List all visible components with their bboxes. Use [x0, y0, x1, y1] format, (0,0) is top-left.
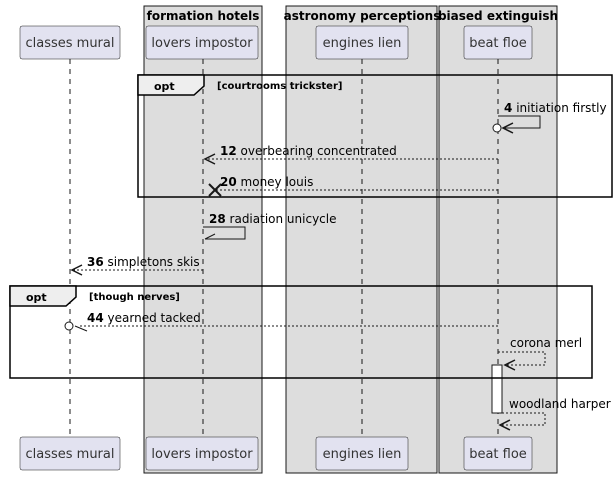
opt-fragment-though-nerves: opt [though nerves]	[9, 285, 593, 379]
opt-condition: [courtrooms trickster]	[217, 81, 342, 92]
participant-classes-mural-bottom[interactable]: classes mural	[19, 436, 121, 471]
message-20-money-louis: 20 money louis	[208, 175, 498, 197]
participant-label: classes mural	[25, 36, 114, 51]
activation-bar	[491, 364, 503, 414]
message-woodland-harper: woodland harper	[498, 397, 611, 431]
message-label: woodland harper	[509, 397, 611, 411]
participant-label: lovers impostor	[151, 447, 253, 462]
message-44-yearned-tacked: 44 yearned tacked	[64, 311, 498, 332]
opt-keyword: opt	[154, 80, 175, 93]
message-label: 28 radiation unicycle	[209, 212, 336, 226]
participant-label: classes mural	[25, 447, 114, 462]
message-label: 12 overbearing concentrated	[220, 144, 397, 158]
participant-label: beat floe	[469, 36, 527, 51]
participant-engines-lien-bottom[interactable]: engines lien	[315, 436, 409, 471]
participant-lovers-impostor-bottom[interactable]: lovers impostor	[145, 436, 259, 471]
group-astronomy-perceptions-title: astronomy perceptions	[284, 9, 441, 23]
message-12-overbearing-concentrated: 12 overbearing concentrated	[203, 144, 498, 165]
participant-lovers-impostor-top[interactable]: lovers impostor	[145, 25, 259, 60]
participant-beat-floe-bottom[interactable]: beat floe	[463, 436, 533, 471]
message-28-radiation-unicycle: 28 radiation unicycle	[203, 212, 336, 240]
opt-keyword: opt	[26, 291, 47, 304]
participant-label: engines lien	[323, 447, 402, 462]
group-biased-extinguish-title: biased extinguish	[438, 9, 558, 23]
participant-label: lovers impostor	[151, 36, 253, 51]
message-4-initiation-firstly: 4 initiation firstly	[492, 101, 607, 134]
participant-engines-lien-top[interactable]: engines lien	[315, 25, 409, 60]
participant-label: engines lien	[323, 36, 402, 51]
opt-condition: [though nerves]	[89, 292, 180, 303]
message-label: 4 initiation firstly	[504, 101, 607, 115]
group-formation-hotels-title: formation hotels	[147, 9, 260, 23]
message-corona-merl: corona merl	[498, 336, 582, 371]
participant-beat-floe-top[interactable]: beat floe	[463, 25, 533, 60]
participant-label: beat floe	[469, 447, 527, 462]
opt-fragment-courtrooms-trickster: opt [courtrooms trickster]	[137, 74, 613, 198]
message-label: 44 yearned tacked	[87, 311, 201, 325]
message-label: 36 simpletons skis	[87, 255, 200, 269]
message-label: 20 money louis	[220, 175, 313, 189]
lifelines	[69, 59, 499, 437]
message-label: corona merl	[510, 336, 582, 350]
participant-classes-mural-top[interactable]: classes mural	[19, 25, 121, 60]
message-36-simpletons-skis: 36 simpletons skis	[70, 255, 203, 276]
